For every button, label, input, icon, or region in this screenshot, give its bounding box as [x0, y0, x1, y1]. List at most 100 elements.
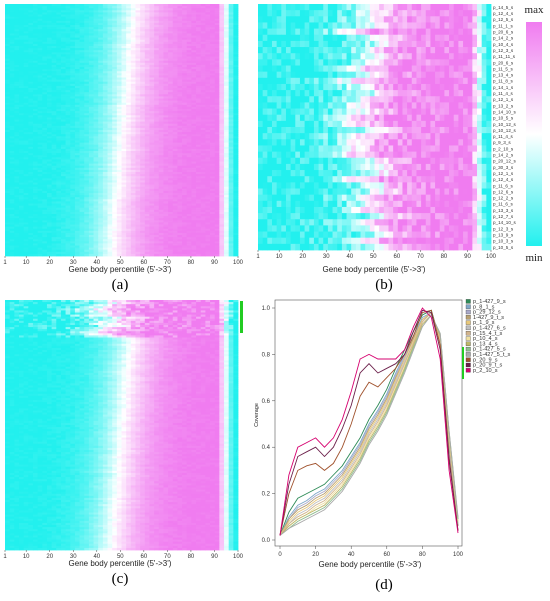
- heatmap-cell: [88, 92, 94, 95]
- heatmap-cell: [112, 113, 118, 116]
- heatmap-cell: [200, 31, 206, 34]
- heatmap-cell: [205, 6, 211, 9]
- heatmap-cell: [32, 117, 39, 120]
- heatmap-cell: [60, 29, 66, 32]
- heatmap-cell: [135, 119, 141, 122]
- heatmap-cell: [60, 39, 66, 43]
- heatmap-cell: [65, 67, 71, 70]
- heatmap-cell: [135, 16, 141, 20]
- heatmap-cell: [224, 69, 230, 72]
- heatmap-cell: [144, 92, 150, 95]
- heatmap-cell: [116, 88, 122, 91]
- heatmap-cell: [42, 81, 48, 85]
- heatmap-cell: [102, 96, 108, 99]
- heatmap-cell: [168, 88, 174, 91]
- heatmap-cell: [163, 27, 169, 30]
- heatmap-cell: [228, 100, 234, 104]
- heatmap-cell: [233, 117, 239, 120]
- heatmap-cell: [65, 90, 71, 93]
- heatmap-cell: [18, 8, 25, 11]
- heatmap-cell: [158, 4, 164, 7]
- heatmap-panel-a: 1 10 20 30 40 50 60 70 80 90 100 Gene body percent…: [3, 4, 244, 293]
- heatmap-cell: [9, 90, 15, 93]
- heatmap-cell: [93, 60, 99, 64]
- heatmap-cell: [135, 48, 141, 51]
- heatmap-cell: [186, 31, 192, 34]
- heatmap-cell: [116, 75, 122, 78]
- heatmap-cell: [126, 104, 132, 108]
- heatmap-a-row: [5, 77, 239, 80]
- heatmap-cell: [112, 79, 118, 83]
- heatmap-cell: [182, 37, 188, 41]
- heatmap-cell: [224, 41, 230, 45]
- heatmap-cell: [88, 12, 94, 15]
- heatmap-cell: [144, 6, 150, 9]
- heatmap-cell: [23, 54, 29, 57]
- heatmap-cell: [233, 119, 239, 122]
- heatmap-cell: [163, 98, 169, 101]
- heatmap-cell: [121, 35, 127, 38]
- heatmap-cell: [126, 60, 132, 64]
- heatmap-cell: [32, 48, 39, 51]
- heatmap-cell: [116, 4, 122, 7]
- heatmap-cell: [70, 50, 76, 53]
- heatmap-cell: [9, 92, 15, 95]
- heatmap-cell: [196, 41, 202, 45]
- heatmap-cell: [42, 115, 48, 118]
- heatmap-cell: [32, 39, 39, 43]
- heatmap-cell: [210, 75, 216, 78]
- heatmap-cell: [182, 46, 188, 49]
- heatmap-cell: [51, 88, 57, 91]
- heatmap-cell: [149, 60, 155, 64]
- heatmap-cell: [88, 46, 94, 49]
- heatmap-cell: [32, 96, 39, 99]
- heatmap-cell: [56, 69, 62, 72]
- heatmap-cell: [102, 12, 108, 15]
- heatmap-cell: [88, 35, 94, 38]
- heatmap-cell: [102, 111, 108, 114]
- heatmap-cell: [28, 37, 34, 41]
- heatmap-cell: [37, 18, 43, 22]
- heatmap-cell: [37, 81, 43, 85]
- heatmap-cell: [112, 50, 118, 53]
- heatmap-cell: [37, 113, 43, 116]
- heatmap-cell: [116, 69, 122, 72]
- heatmap-cell: [168, 67, 174, 70]
- heatmap-cell: [98, 33, 104, 36]
- heatmap-cell: [182, 60, 188, 64]
- heatmap-cell: [233, 98, 239, 101]
- heatmap-cell: [32, 90, 39, 93]
- heatmap-cell: [74, 113, 80, 116]
- heatmap-cell: [102, 35, 108, 38]
- heatmap-cell: [219, 96, 225, 99]
- heatmap-cell: [93, 109, 99, 112]
- heatmap-cell: [121, 111, 127, 114]
- heatmap-cell: [158, 60, 164, 64]
- heatmap-cell: [126, 81, 132, 85]
- heatmap-cell: [28, 58, 34, 62]
- heatmap-cell: [126, 109, 132, 112]
- heatmap-cell: [98, 71, 104, 74]
- heatmap-cell: [191, 60, 197, 64]
- heatmap-cell: [70, 37, 76, 41]
- heatmap-cell: [56, 90, 62, 93]
- heatmap-cell: [144, 83, 150, 87]
- heatmap-cell: [196, 4, 202, 7]
- heatmap-cell: [98, 41, 104, 45]
- heatmap-cell: [154, 102, 160, 106]
- heatmap-cell: [158, 39, 164, 43]
- heatmap-cell: [5, 12, 11, 15]
- heatmap-cell: [65, 22, 71, 26]
- heatmap-cell: [74, 14, 80, 17]
- heatmap-cell: [205, 58, 211, 62]
- heatmap-cell: [79, 43, 85, 47]
- heatmap-cell: [56, 14, 62, 17]
- heatmap-cell: [84, 109, 90, 112]
- heatmap-cell: [168, 22, 174, 26]
- heatmap-cell: [224, 54, 230, 57]
- heatmap-cell: [60, 52, 66, 55]
- heatmap-cell: [70, 4, 76, 7]
- heatmap-cell: [18, 67, 25, 70]
- heatmap-cell: [186, 104, 192, 108]
- heatmap-cell: [112, 119, 118, 122]
